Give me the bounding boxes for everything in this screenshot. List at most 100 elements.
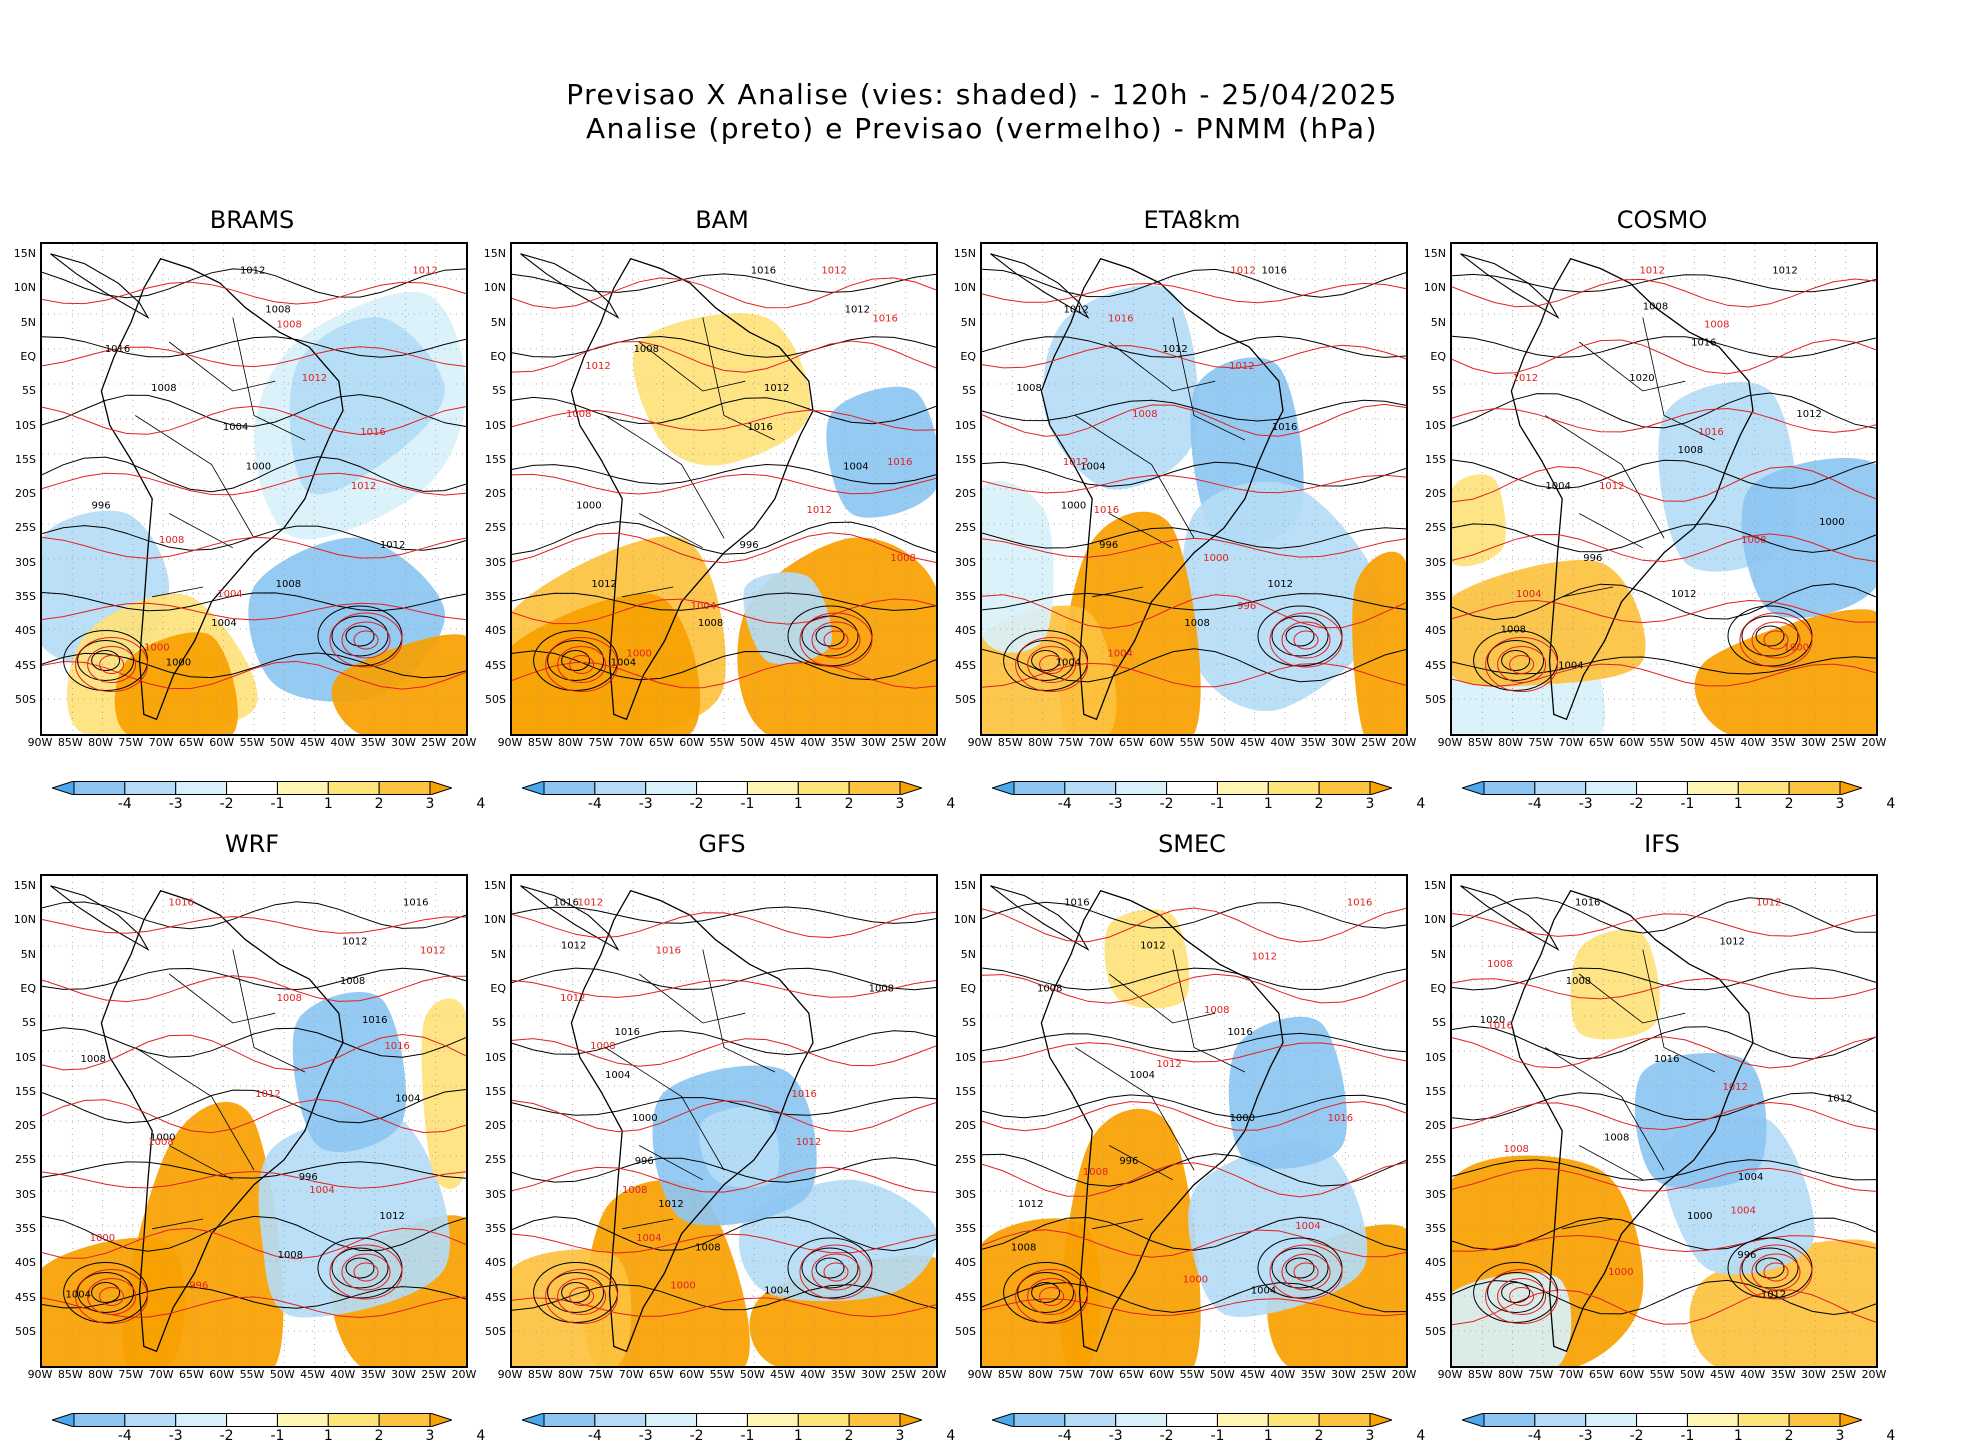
colorbar-tick-label: -4 [587, 1428, 602, 1444]
longitude-tick-label: 50W [1209, 736, 1235, 749]
forecast-isobar [1751, 621, 1801, 659]
forecast-isobar-label: 1012 [577, 897, 602, 908]
longitude-tick-label: 55W [709, 1368, 735, 1381]
longitude-tick-label: 40W [1740, 736, 1766, 749]
analysis-isobar-label: 1020 [1480, 1015, 1505, 1026]
longitude-tick-label: 65W [1588, 736, 1614, 749]
colorbar-segment [1013, 781, 1066, 795]
analysis-isobar [512, 521, 936, 555]
forecast-isobar [1751, 1253, 1801, 1291]
longitude-tick-label: 85W [527, 1368, 553, 1381]
colorbar-segment [848, 781, 901, 795]
forecast-isobar-label: 1016 [1488, 1021, 1513, 1032]
analysis-isobar-label: 1016 [747, 422, 772, 433]
colorbar-segment [1166, 781, 1218, 795]
latitude-tick-label: 35S [1425, 590, 1446, 603]
forecast-isobar [569, 655, 595, 674]
bias-colorbar [520, 1412, 924, 1431]
longitude-tick-label: 30W [860, 736, 886, 749]
analysis-isobar-label: 1012 [1671, 589, 1696, 600]
analysis-isobar-label: 1008 [265, 305, 290, 316]
analysis-isobar-label: 1016 [1575, 897, 1600, 908]
colorbar-svg [990, 1412, 1394, 1428]
analysis-isobar [512, 1030, 936, 1056]
forecast-isobar-label: 1012 [796, 1137, 821, 1148]
forecast-isobar-label: 1000 [144, 643, 169, 654]
analysis-isobar [561, 650, 591, 671]
longitude-tick-label: 20W [921, 1368, 947, 1381]
analysis-isobar [91, 1282, 121, 1303]
forecast-isobar-label: 1016 [872, 313, 897, 324]
longitude-tick-label: 35W [1770, 1368, 1796, 1381]
latitude-tick-label: 45S [1425, 1290, 1446, 1304]
longitude-tick-label: 50W [739, 1368, 765, 1381]
latitude-tick-label: 45S [485, 658, 506, 672]
forecast-isobar [42, 975, 466, 1003]
analysis-isobar [512, 592, 936, 611]
forecast-isobar [545, 637, 619, 692]
forecast-isobar-label: 1008 [1204, 1005, 1229, 1016]
forecast-isobar [512, 911, 936, 939]
longitude-tick-label: 40W [800, 736, 826, 749]
analysis-isobar-label: 1004 [1129, 1070, 1154, 1081]
panel-title: BAM [695, 206, 749, 234]
latitude-tick-label: 50S [1425, 692, 1446, 706]
forecast-isobar [1485, 637, 1559, 692]
south-america-coastline [1510, 257, 1754, 721]
country-border [135, 1047, 255, 1171]
latitude-tick-label: 15S [955, 452, 976, 466]
longitude-tick-label: 75W [118, 736, 144, 749]
latitude-tick-label: 10N [953, 913, 976, 927]
analysis-isobar-label: 1008 [1037, 984, 1062, 995]
colorbar-tick-label: 2 [844, 1428, 854, 1444]
forecast-isobar [569, 1287, 595, 1306]
forecast-isobar [42, 660, 466, 690]
analysis-isobar [982, 967, 1406, 991]
forecast-isobar-label: 1000 [670, 1281, 695, 1292]
analysis-isobar [1031, 1282, 1061, 1303]
analysis-isobar-label: 1000 [632, 1113, 657, 1124]
forecast-isobar [799, 612, 873, 668]
latitude-tick-label: 50S [955, 1324, 976, 1338]
panel-title: COSMO [1616, 206, 1708, 234]
forecast-isobar [512, 661, 936, 689]
analysis-isobar [345, 1257, 375, 1279]
colorbar-tick-label: -3 [1578, 796, 1593, 812]
colorbar-segment [1013, 1413, 1066, 1427]
longitude-tick-label: 85W [997, 1368, 1023, 1381]
map-canvas: 1016101210081016100410009961012100810041… [982, 876, 1406, 1366]
colorbar-tick-label: 2 [1784, 796, 1794, 812]
colorbar-segment [1839, 780, 1864, 796]
longitude-tick-label: 75W [1528, 1368, 1554, 1381]
forecast-isobar [42, 602, 466, 621]
colorbar-tick-label: -2 [219, 796, 234, 812]
forecast-isobar-label: 1016 [1328, 1113, 1353, 1124]
latitude-tick-label: 15S [1425, 452, 1446, 466]
colorbar-tick-label: -4 [1527, 1428, 1542, 1444]
colorbar-segment [1534, 1413, 1587, 1427]
latitude-tick-label: 30S [1425, 1187, 1446, 1201]
analysis-isobar [42, 456, 466, 493]
latitude-tick-label: 10S [485, 418, 506, 432]
south-america-coastline [570, 257, 814, 721]
forecast-isobar-label: 1016 [360, 427, 385, 438]
longitude-tick-label: 25W [421, 1368, 447, 1381]
central-america-coastline [1460, 253, 1560, 320]
analysis-isobar [512, 273, 936, 293]
analysis-isobar-label: 1012 [240, 265, 265, 276]
colorbar-segment [1115, 781, 1168, 795]
colorbar-tick-label: 2 [844, 796, 854, 812]
longitude-tick-label: 55W [1649, 736, 1675, 749]
forecast-isobar [341, 621, 391, 659]
longitude-tick-label: 60W [1149, 1368, 1175, 1381]
longitude-tick-label: 65W [178, 1368, 204, 1381]
latitude-tick-label: 30S [15, 555, 36, 569]
bias-shading [114, 632, 238, 734]
latitude-tick-label: 5S [492, 384, 506, 398]
forecast-isobar [1027, 1278, 1077, 1315]
country-border [1642, 949, 1716, 1073]
forecast-isobar [1293, 630, 1319, 650]
colorbar-segment [175, 1413, 228, 1427]
colorbar-tick-label: -1 [270, 1428, 285, 1444]
longitude-tick-label: 55W [239, 736, 265, 749]
